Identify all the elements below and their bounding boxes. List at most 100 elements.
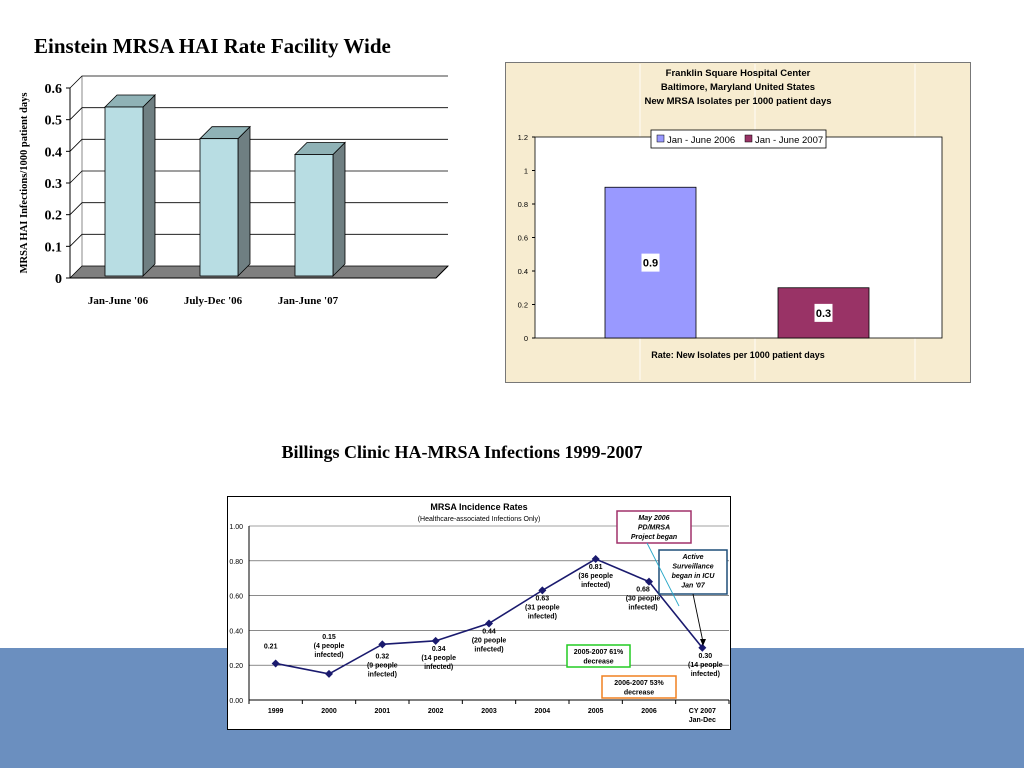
point-label: infected) [628, 605, 657, 612]
data-point [538, 586, 547, 595]
legend-swatch [656, 134, 665, 143]
x-tick-label: July-Dec '06 [184, 295, 243, 307]
billings-chart-title: Billings Clinic HA-MRSA Infections 1999-… [281, 442, 643, 462]
data-point [325, 669, 333, 678]
y-tick-label: 1.00 [229, 524, 243, 531]
y-tick-label: 0.6 [518, 234, 528, 243]
point-label-group: 0.81 (36 people infected) [578, 564, 613, 589]
bar [104, 106, 144, 277]
chart-title: MRSA Incidence Rates [430, 502, 527, 512]
point-label: 0.30 [699, 653, 713, 660]
chart-subtitle: (Healthcare-associated Infections Only) [418, 516, 541, 523]
y-tick-label: 1.2 [518, 133, 528, 142]
annotation-box [566, 644, 631, 668]
y-tick-label: 0.4 [518, 267, 528, 276]
y-tick-label: 0.1 [45, 240, 63, 255]
point-label: (4 people [314, 643, 345, 650]
x-axis-depth [435, 265, 449, 279]
point-label: infected) [691, 671, 720, 678]
point-label-group: 0.68 (30 people infected) [626, 587, 661, 612]
annotation-text: 2006-2007 53% [614, 680, 664, 687]
x-tick-label: 2002 [428, 708, 444, 715]
data-point [431, 636, 440, 645]
chart-title-line: Baltimore, Maryland United States [661, 82, 815, 93]
y-tick-label: 0.20 [229, 663, 243, 670]
point-label-group: 0.15 (4 people infected) [314, 634, 345, 659]
point-label: (20 people [472, 637, 507, 644]
annotation-text: 2005-2007 61% [574, 649, 624, 656]
annotation-arrow [692, 593, 704, 643]
y-tick-label: 0 [524, 334, 528, 343]
data-point [591, 555, 600, 564]
point-label: infected) [424, 664, 453, 671]
annotation-text: Project began [631, 534, 677, 541]
point-label: (14 people [421, 655, 456, 662]
point-label: (31 people [525, 604, 560, 611]
annotation-text: Active [681, 554, 703, 561]
x-tick-label: Jan-June '06 [88, 295, 149, 307]
point-label: (9 people [367, 662, 398, 669]
point-label-group: 0.30 (14 people infected) [688, 653, 723, 678]
y-axis-label: MRSA HAI Infections/1000 patient days [19, 93, 30, 274]
y-tick-label: 0 [55, 272, 62, 287]
bar-side [237, 125, 251, 277]
x-tick-label: 2001 [375, 708, 391, 715]
annotation-box [601, 675, 677, 699]
annotation-text: PD/MRSA [638, 525, 670, 532]
bar-side [332, 141, 346, 277]
annotation-box [658, 549, 728, 595]
einstein-bar-chart: 0 0.1 0.2 0.3 0.4 0.5 0.6 Jan-June '06 July-Dec … [19, 75, 449, 307]
y-tick-label: 0.3 [45, 177, 63, 192]
y-tick-label: 0.5 [45, 114, 63, 129]
gridline [69, 107, 448, 120]
data-point [645, 577, 653, 586]
point-label-group: 0.44 (20 people infected) [472, 628, 507, 653]
point-label: (14 people [688, 662, 723, 669]
point-label: infected) [528, 613, 557, 620]
data-point [698, 643, 707, 652]
bar-side [142, 94, 156, 277]
bar [199, 138, 239, 277]
y-tick-label: 0.2 [45, 209, 63, 224]
x-tick-label: 2004 [535, 708, 551, 715]
annotation-text: May 2006 [638, 515, 669, 522]
point-label: 0.15 [322, 634, 336, 641]
billings-line-chart: MRSA Incidence Rates (Healthcare-associat… [227, 496, 731, 730]
point-label: 0.44 [482, 628, 496, 635]
annotation-text: began in ICU [672, 573, 716, 580]
data-point [271, 659, 280, 668]
annotation-text: Jan '07 [681, 583, 706, 590]
point-label: infected) [368, 671, 397, 678]
y-tick-label: 0.8 [518, 200, 528, 209]
y-tick-label: 0.40 [229, 628, 243, 635]
gridline [69, 75, 448, 89]
x-tick-label: 2003 [481, 708, 497, 715]
franklin-square-bar-chart: Franklin Square Hospital Center Baltimore… [505, 62, 971, 383]
data-label-box [814, 303, 833, 322]
plot-background [70, 76, 448, 278]
y-tick-label: 0.6 [45, 82, 63, 97]
point-label: (30 people [626, 596, 661, 603]
point-label: 0.21 [264, 643, 278, 650]
point-label: infected) [581, 582, 610, 589]
annotation-arrow [646, 542, 680, 607]
point-label: 0.34 [432, 646, 446, 653]
data-point [485, 619, 493, 628]
annotation-text: decrease [583, 659, 613, 666]
arrow-head [700, 639, 706, 646]
chart-title-line: Franklin Square Hospital Center [666, 68, 811, 79]
y-tick-label: 1 [524, 167, 528, 176]
point-label-group: 0.21 [264, 643, 278, 650]
y-tick-label: 0.60 [229, 594, 243, 601]
x-tick-label: CY 2007 [689, 708, 716, 715]
data-label: 0.3 [816, 308, 831, 320]
y-tick-label: 0.00 [229, 698, 243, 705]
data-label: 0.9 [643, 258, 658, 270]
point-label: infected) [314, 652, 343, 659]
chart-title-line: New MRSA Isolates per 1000 patient days [644, 96, 831, 107]
legend-swatch [744, 134, 753, 143]
plot-area [534, 136, 943, 339]
legend-label: Jan - June 2006 [667, 135, 735, 146]
point-label-group: 0.63 (31 people infected) [525, 595, 560, 620]
legend-box [650, 129, 827, 149]
